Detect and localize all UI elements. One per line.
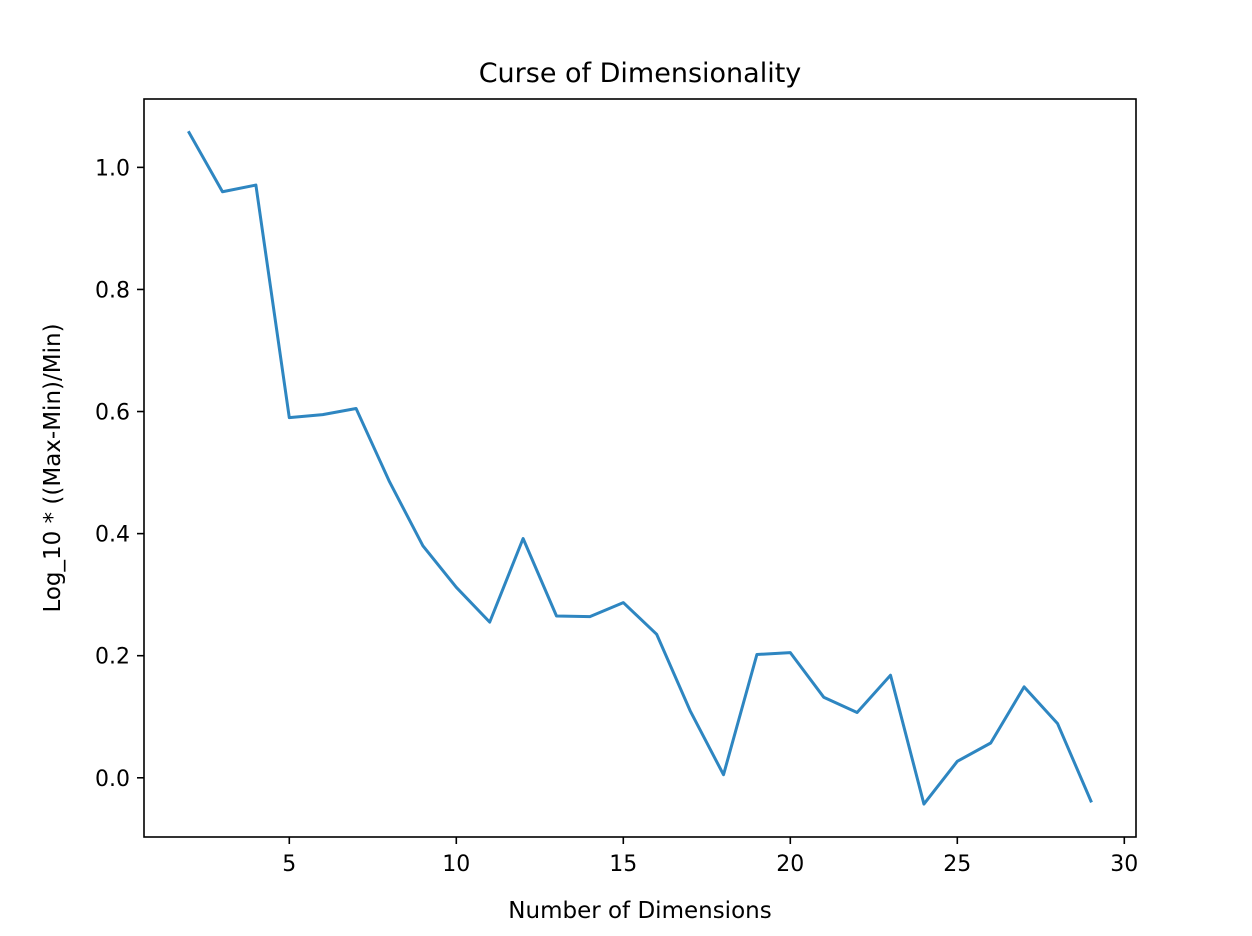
x-tick-label: 5 (282, 852, 296, 877)
plot-frame (143, 98, 1137, 838)
y-tick-label: 0.6 (95, 401, 130, 426)
x-axis-label: Number of Dimensions (508, 898, 771, 924)
y-tick-label: 0.8 (95, 278, 130, 303)
chart-title: Curse of Dimensionality (479, 58, 802, 89)
y-tick-label: 0.0 (95, 767, 130, 792)
x-tick-label: 30 (1110, 852, 1138, 877)
x-tick-label: 15 (609, 852, 637, 877)
y-axis-label: Log_10 * ((Max-Min)/Min) (40, 323, 66, 612)
y-tick-label: 0.4 (95, 523, 130, 548)
x-tick-label: 25 (943, 852, 971, 877)
series-line-0 (187, 130, 1093, 806)
plot-area: 5 10 15 20 25 30 0.0 0.2 0.4 0.6 0.8 1.0 (95, 98, 1138, 877)
y-tick-label: 1.0 (95, 156, 130, 181)
x-tick-label: 20 (776, 852, 804, 877)
x-tick-label: 10 (442, 852, 470, 877)
y-tick-label: 0.2 (95, 645, 130, 670)
